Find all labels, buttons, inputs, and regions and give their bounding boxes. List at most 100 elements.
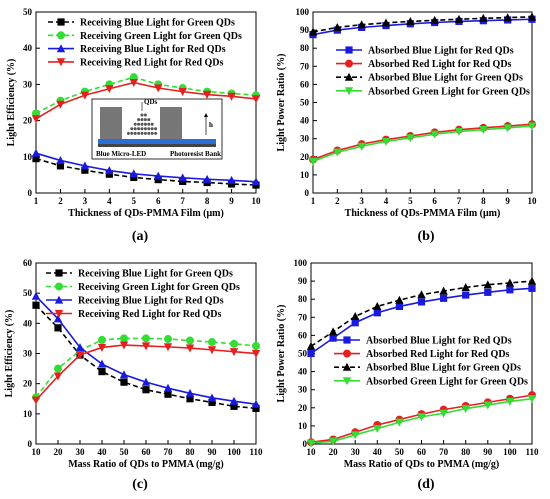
- quantum-dot: [150, 131, 154, 135]
- x-tick-label: 1: [34, 196, 39, 206]
- data-point: [483, 401, 492, 410]
- x-tick-label: 110: [525, 447, 539, 457]
- legend-entry: Absorbed Blue Light for Red QDs: [334, 336, 512, 347]
- data-point: [417, 298, 426, 306]
- panel-label: (c): [132, 477, 148, 492]
- y-tick-label: 30: [23, 79, 33, 89]
- y-tick-label: 20: [298, 403, 308, 413]
- data-point: [207, 346, 217, 355]
- quantum-dot: [133, 131, 137, 135]
- quantum-dot: [147, 131, 151, 135]
- data-point: [395, 295, 404, 304]
- data-point: [142, 334, 150, 343]
- x-tick-label: 8: [205, 196, 210, 206]
- x-tick-label: 2: [335, 196, 340, 206]
- y-tick-label: 20: [300, 152, 310, 162]
- legend-entry: Receiving Blue Light for Green QDs: [46, 269, 233, 280]
- legend-label: Receiving Red Light for Red QDs: [78, 309, 222, 320]
- legend-entry: Absorbed Blue Light for Red QDs: [336, 46, 514, 57]
- x-tick-label: 80: [186, 447, 196, 457]
- photoresist-bank-left: [100, 107, 122, 139]
- x-axis-title: Thickness of QDs-PMMA Film (μm): [68, 208, 224, 219]
- data-point: [439, 409, 448, 418]
- quantum-dot: [143, 122, 147, 126]
- data-point: [381, 137, 391, 146]
- x-tick-label: 40: [373, 447, 383, 457]
- data-point: [98, 335, 106, 344]
- y-tick-label: 50: [300, 98, 310, 108]
- data-point: [479, 13, 488, 22]
- data-point: [306, 341, 316, 350]
- data-point: [202, 90, 212, 99]
- quantum-dot: [143, 113, 147, 117]
- data-point: [479, 126, 488, 135]
- inset-bank-label: Photoresist Bank: [170, 150, 221, 158]
- data-point: [164, 390, 172, 398]
- data-point: [53, 372, 63, 381]
- data-point: [430, 130, 439, 139]
- x-tick-label: 100: [503, 447, 517, 457]
- legend-marker: [343, 336, 351, 344]
- quantum-dot: [143, 131, 147, 135]
- photoresist-bank-right: [160, 107, 182, 139]
- data-point: [527, 276, 537, 285]
- data-point: [373, 309, 381, 317]
- y-tick-label: 50: [298, 349, 308, 359]
- x-tick-label: 90: [208, 447, 218, 457]
- x-tick-label: 70: [164, 447, 174, 457]
- legend-entry: Absorbed Red Light for Red QDs: [336, 59, 512, 70]
- x-tick-label: 10: [252, 196, 262, 206]
- x-axis-title: Thickness of QDs-PMMA Film (μm): [345, 208, 501, 219]
- data-point: [54, 324, 62, 332]
- x-tick-label: 10: [528, 196, 538, 206]
- data-point: [119, 370, 129, 379]
- x-tick-label: 50: [395, 447, 405, 457]
- quantum-dot: [147, 118, 151, 122]
- data-point: [81, 166, 89, 174]
- data-point: [227, 180, 236, 188]
- y-tick-label: 40: [298, 367, 308, 377]
- data-point: [406, 134, 415, 143]
- y-axis-title: Light Power Ratio (%): [276, 54, 287, 152]
- data-point: [105, 85, 114, 94]
- data-point: [154, 84, 163, 93]
- series-1: [309, 120, 536, 164]
- y-tick-label: 90: [300, 25, 310, 35]
- y-tick-label: 70: [300, 61, 310, 71]
- x-tick-label: 4: [107, 196, 112, 206]
- data-point: [154, 176, 162, 184]
- x-tick-label: 60: [142, 447, 152, 457]
- data-point: [229, 396, 239, 405]
- x-tick-label: 10: [32, 447, 42, 457]
- data-point: [528, 284, 536, 292]
- legend-entry: Absorbed Green Light for Green QDs: [336, 86, 530, 97]
- y-tick-label: 20: [23, 116, 33, 126]
- blue-micro-led-layer: [98, 139, 216, 144]
- data-point: [252, 341, 260, 350]
- data-point: [357, 142, 366, 151]
- legend-label: Receiving Blue Light for Red QDs: [80, 44, 226, 55]
- y-axis-title: Light Efficiency (%): [4, 310, 15, 398]
- plot-frame: [312, 11, 533, 194]
- data-point: [31, 396, 41, 405]
- series-0: [307, 284, 536, 358]
- legend-entry: Receiving Green Light for Green QDs: [46, 282, 240, 293]
- data-point: [351, 319, 359, 327]
- quantum-dot: [137, 118, 141, 122]
- h-arrow-head: [204, 113, 208, 117]
- legend-label: Receiving Green Light for Green QDs: [78, 282, 240, 293]
- quantum-dot: [137, 122, 141, 126]
- legend-entry: Receiving Green Light for Green QDs: [48, 31, 242, 42]
- quantum-dot: [133, 127, 137, 131]
- legend-marker: [345, 59, 353, 68]
- quantum-dot: [133, 122, 137, 126]
- data-point: [439, 286, 448, 295]
- panel-label: (a): [132, 229, 149, 244]
- y-tick-label: 100: [294, 258, 308, 268]
- y-tick-label: 10: [23, 152, 33, 162]
- legend-label: Absorbed Blue Light for Green QDs: [366, 363, 521, 374]
- quantum-dot: [140, 127, 144, 131]
- y-tick-label: 90: [298, 276, 308, 286]
- data-point: [329, 334, 337, 342]
